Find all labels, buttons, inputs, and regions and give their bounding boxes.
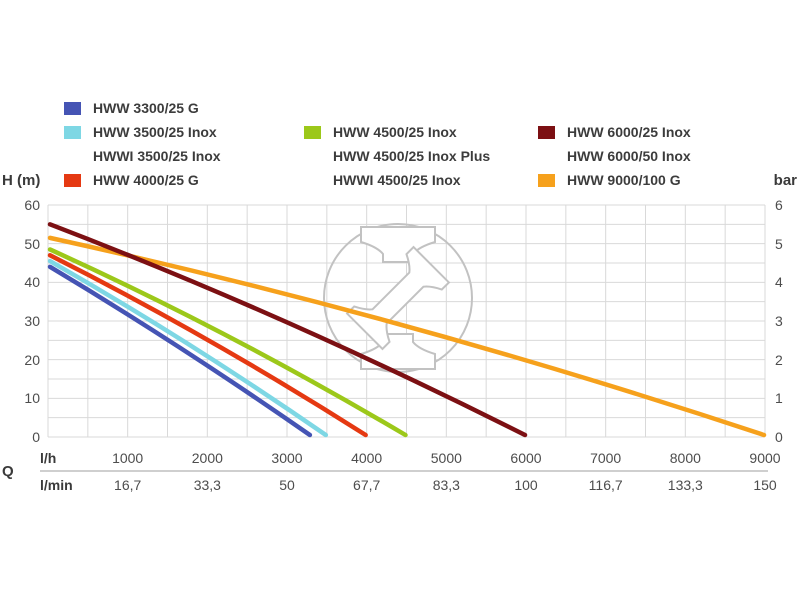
legend-item: HWW 4500/25 Inox Plus [304,148,490,164]
legend-swatch [304,125,321,139]
legend-item: HWW 6000/25 Inox [538,124,691,140]
x-lmin-tick-9000: 150 [753,477,777,493]
curve-hww-6000-25 [47,222,528,438]
legend-swatch [538,125,555,139]
legend-swatch [64,173,81,187]
legend-item: HWWI 4500/25 Inox [304,172,490,188]
watermark-ibeam [345,245,451,351]
legend-item-label: HWW 3500/25 Inox [93,124,217,140]
y-right-tick-5: 5 [775,235,783,252]
legend-item: HWWI 3500/25 Inox [64,148,221,164]
legend-item-label: HWW 6000/50 Inox [567,148,691,164]
y-left-tick-20: 20 [24,351,40,368]
y-right-axis-title: bar [773,172,797,189]
curve-hww-4000-25 [47,253,368,438]
legend-swatch-placeholder [304,174,321,187]
x-lh-tick-3000: 3000 [271,450,303,466]
x-lmin-tick-7000: 116,7 [588,477,623,493]
y-left-tick-40: 40 [24,274,40,291]
legend-item-label: HWW 4500/25 Inox [333,124,457,140]
legend-column-3: HWW 6000/25 Inox HWW 6000/50 Inox HWW 9000… [538,124,691,188]
y-right-tick-0: 0 [775,429,783,445]
legend-swatch-placeholder [538,150,555,163]
curve-hww-3500-25 [47,258,329,438]
curve-hww-9000-100 [47,235,767,438]
legend-item: HWW 4000/25 G [64,172,221,188]
y-left-axis-title: H (m) [2,172,41,189]
x-lmin-tick-6000: 100 [514,477,538,493]
legend-swatch [64,125,81,139]
legend-item: HWW 4500/25 Inox [304,124,490,140]
legend-item-label: HWW 3300/25 G [93,100,199,116]
x-lh-tick-8000: 8000 [669,450,701,466]
x-axis-unit-lmin: l/min [40,477,73,493]
x-axis-unit-lh: l/h [40,450,57,466]
legend-column-1: HWW 3300/25 G HWW 3500/25 Inox HWWI 3500/2… [64,100,221,188]
x-lmin-tick-3000: 50 [279,477,295,493]
legend-swatch [64,101,81,115]
q-axis-label: Q [2,463,14,480]
y-left-tick-0: 0 [32,429,40,445]
legend-item: HWW 3500/25 Inox [64,124,221,140]
legend-column-2: HWW 4500/25 Inox HWW 4500/25 Inox Plus HWW… [304,124,490,188]
watermark-bottom-anvil [360,333,436,370]
y-right-tick-1: 1 [775,390,783,407]
x-lh-tick-5000: 5000 [430,450,462,466]
x-lh-tick-1000: 1000 [112,450,144,466]
legend-swatch-placeholder [64,150,81,163]
legend-swatch [538,173,555,187]
legend-item-label: HWW 6000/25 Inox [567,124,691,140]
y-left-tick-60: 60 [24,197,40,213]
x-lmin-tick-4000: 67,7 [353,477,381,493]
y-right-tick-6: 6 [775,197,783,213]
axis-row-separator [40,470,768,472]
y-right-tick-3: 3 [775,313,783,329]
curve-hww-3300-25 [47,264,313,438]
y-right-tick-2: 2 [775,351,783,368]
x-lmin-tick-8000: 133,3 [667,477,703,493]
legend-item-label: HWWI 3500/25 Inox [93,148,221,164]
x-lh-tick-7000: 7000 [590,450,622,466]
legend-item: HWW 3300/25 G [64,100,221,116]
x-lmin-tick-5000: 83,3 [432,477,460,493]
legend-item-label: HWW 4500/25 Inox Plus [333,148,491,164]
x-lh-tick-9000: 9000 [749,450,781,466]
legend-item: HWW 6000/50 Inox [538,148,691,164]
x-lh-tick-4000: 4000 [351,450,383,466]
x-lmin-tick-1000: 16,7 [114,477,142,493]
y-left-tick-30: 30 [24,313,40,329]
x-lh-tick-2000: 2000 [191,450,223,466]
x-lmin-tick-2000: 33,3 [193,477,221,493]
legend-item-label: HWW 9000/100 G [567,172,681,188]
x-lh-tick-6000: 6000 [510,450,542,466]
pump-curves-plot [47,204,767,438]
pump-curves [47,222,767,438]
y-left-tick-10: 10 [24,390,40,407]
legend-item-label: HWW 4000/25 G [93,172,199,188]
legend-item: HWW 9000/100 G [538,172,691,188]
legend-swatch-placeholder [304,150,321,163]
plot-area [47,204,767,438]
y-right-tick-4: 4 [775,274,783,291]
legend-item-label: HWWI 4500/25 Inox [333,172,461,188]
curve-hww-4500-25 [47,247,408,438]
y-left-tick-50: 50 [24,235,40,252]
